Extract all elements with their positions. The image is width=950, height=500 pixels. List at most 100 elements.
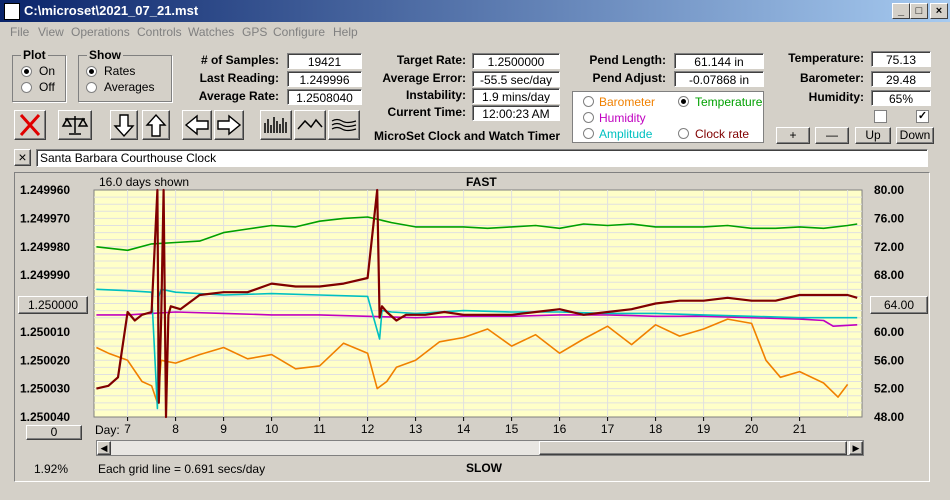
average-rate-field: 1.2508040 — [287, 89, 362, 105]
aux-clock-rate-label: Clock rate — [695, 127, 750, 141]
instability-label: Instability: — [405, 88, 466, 102]
right-tick-label: 56.00 — [874, 353, 904, 367]
menu-view[interactable]: View — [38, 25, 64, 39]
grid-note: Each grid line = 0.691 secs/day — [98, 462, 266, 476]
center-rate-button[interactable]: 1.250000 — [18, 296, 88, 314]
balance-scale-icon — [61, 116, 89, 135]
scroll-right-arrow[interactable]: ▶ — [849, 441, 863, 455]
plot-on-radio[interactable] — [21, 66, 32, 77]
left-tick-label: 1.249960 — [20, 183, 70, 197]
show-rates-label: Rates — [104, 64, 136, 78]
x-tick-label: 8 — [172, 422, 179, 436]
env-checkbox-1[interactable] — [874, 110, 887, 123]
left-tick-label: 1.250040 — [20, 410, 70, 424]
app-caption: MicroSet Clock and Watch Timer — [374, 129, 561, 143]
samples-label: # of Samples: — [200, 53, 279, 67]
left-tick-label: 1.249990 — [20, 268, 70, 282]
menu-help[interactable]: Help — [333, 25, 358, 39]
clear-clock-name-button[interactable]: × — [14, 149, 31, 166]
current-time-field: 12:00:23 AM — [472, 105, 560, 121]
stop-button[interactable] — [14, 110, 46, 140]
zero-button[interactable]: 0 — [26, 425, 82, 440]
line-plot-button[interactable] — [294, 110, 326, 140]
average-rate-label: Average Rate: — [198, 89, 279, 103]
right-tick-label: 48.00 — [874, 410, 904, 424]
aux-amplitude-radio[interactable] — [583, 128, 594, 139]
x-tick-label: 7 — [124, 422, 131, 436]
close-window-button[interactable]: × — [930, 3, 948, 19]
left-tick-label: 1.249970 — [20, 211, 70, 225]
clock-name-field[interactable]: Santa Barbara Courthouse Clock — [36, 149, 928, 167]
rate-chart[interactable]: 1.249960 1.249970 1.249980 1.249990 1.250000… — [14, 172, 930, 482]
left-tick-label: 1.250030 — [20, 382, 70, 396]
pend-length-field[interactable]: 61.144 in — [674, 53, 764, 69]
menu-bar: File View Operations Controls Watches GP… — [0, 22, 950, 42]
series-group — [96, 188, 858, 419]
aux-humidity-label: Humidity — [599, 111, 646, 125]
scroll-thumb[interactable] — [539, 441, 847, 455]
scroll-left-button[interactable] — [182, 110, 212, 140]
series-temperature — [96, 216, 858, 252]
env-checkbox-2[interactable]: ✓ — [916, 110, 929, 123]
decrease-button[interactable]: — — [815, 127, 849, 144]
plot-group-title: Plot — [21, 48, 48, 62]
plot-off-label: Off — [39, 80, 55, 94]
aux-humidity-radio[interactable] — [583, 112, 594, 123]
target-rate-field[interactable]: 1.2500000 — [472, 53, 560, 69]
arrow-down-icon — [113, 114, 135, 138]
plot-off-radio[interactable] — [21, 82, 32, 93]
show-averages-radio[interactable] — [86, 82, 97, 93]
bar-plot-icon — [264, 117, 287, 133]
arrow-right-icon — [217, 114, 242, 136]
right-tick-label: 76.00 — [874, 211, 904, 225]
aux-barometer-radio[interactable] — [583, 96, 594, 107]
scroll-left-arrow[interactable]: ◀ — [97, 441, 111, 455]
aux-temperature-label: Temperature — [695, 95, 763, 109]
x-tick-label: 19 — [697, 422, 711, 436]
right-tick-label: 80.00 — [874, 183, 904, 197]
red-x-icon — [19, 113, 41, 137]
balance-button[interactable] — [58, 110, 92, 140]
menu-controls[interactable]: Controls — [137, 25, 182, 39]
show-rates-radio[interactable] — [86, 66, 97, 77]
x-tick-label: 21 — [793, 422, 807, 436]
temperature-field: 75.13 — [871, 51, 931, 67]
menu-gps[interactable]: GPS — [242, 25, 268, 39]
down-button[interactable]: Down — [896, 127, 934, 144]
title-bar[interactable]: C:\microset\2021_07_21.mst _ □ × — [0, 0, 950, 22]
maximize-button[interactable]: □ — [910, 3, 928, 19]
increase-button[interactable]: + — [776, 127, 810, 144]
minimize-button[interactable]: _ — [892, 3, 910, 19]
app-icon[interactable] — [4, 3, 20, 20]
bar-plot-button[interactable] — [260, 110, 292, 140]
aux-temperature-radio[interactable] — [678, 96, 689, 107]
pend-length-label: Pend Length: — [589, 53, 666, 67]
scroll-down-button[interactable] — [110, 110, 138, 140]
x-tick-label: 13 — [409, 422, 423, 436]
up-button[interactable]: Up — [855, 127, 891, 144]
time-scrollbar[interactable]: ◀ ▶ — [96, 440, 864, 456]
menu-operations[interactable]: Operations — [71, 25, 130, 39]
menu-file[interactable]: File — [10, 25, 30, 39]
series-clock-rate — [96, 188, 858, 419]
aux-amplitude-label: Amplitude — [599, 127, 653, 141]
pend-adjust-field[interactable]: -0.07868 in — [674, 71, 764, 87]
scroll-right-button[interactable] — [214, 110, 244, 140]
left-tick-label: 1.249980 — [20, 240, 70, 254]
arrow-left-icon — [184, 114, 209, 136]
scroll-up-button[interactable] — [142, 110, 170, 140]
multi-wave-button[interactable] — [328, 110, 360, 140]
menu-configure[interactable]: Configure — [273, 25, 326, 39]
right-tick-label: 60.00 — [874, 325, 904, 339]
menu-watches[interactable]: Watches — [188, 25, 235, 39]
aux-clock-rate-radio[interactable] — [678, 128, 689, 139]
center-aux-button[interactable]: 64.00 — [870, 296, 928, 314]
window-title: C:\microset\2021_07_21.mst — [24, 3, 199, 18]
right-tick-label: 68.00 — [874, 268, 904, 282]
plot-on-label: On — [39, 64, 56, 78]
series-barometer — [96, 318, 849, 404]
days-shown-label: 16.0 days shown — [99, 175, 190, 189]
right-tick-label: 72.00 — [874, 240, 904, 254]
x-tick-label: 17 — [601, 422, 615, 436]
x-tick-label: 14 — [457, 422, 471, 436]
